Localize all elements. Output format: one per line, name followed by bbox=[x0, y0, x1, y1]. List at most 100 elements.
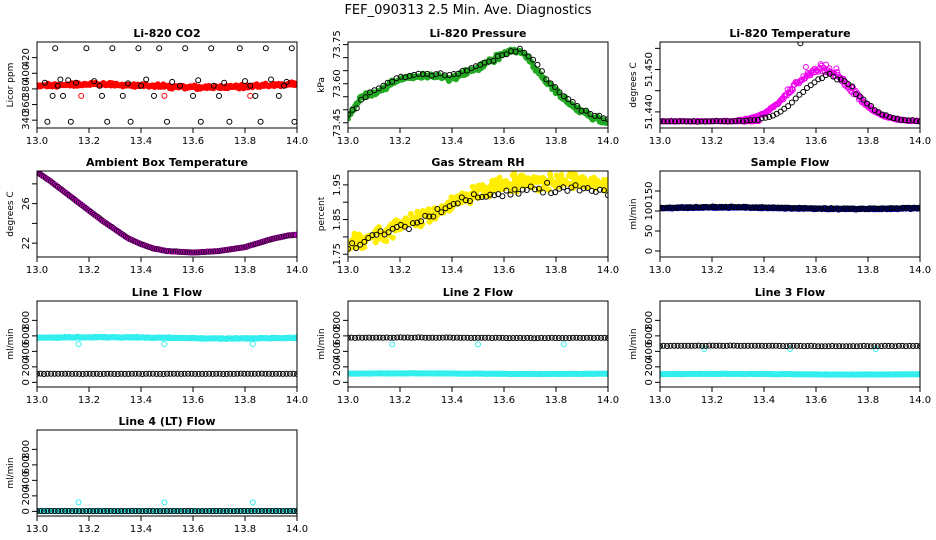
series-ambient-box bbox=[37, 171, 297, 256]
data-point bbox=[728, 118, 735, 125]
data-point bbox=[178, 370, 185, 377]
data-point bbox=[161, 92, 168, 99]
data-point bbox=[671, 342, 678, 349]
data-point bbox=[185, 370, 192, 377]
x-tick-label: 13.4 bbox=[130, 265, 152, 276]
data-point bbox=[291, 118, 297, 125]
data-point bbox=[917, 343, 920, 350]
data-point bbox=[788, 205, 795, 212]
data-point bbox=[287, 508, 293, 514]
data-point bbox=[125, 80, 131, 87]
data-point bbox=[276, 508, 283, 514]
x-tick-label: 13.8 bbox=[234, 136, 256, 147]
data-point bbox=[283, 508, 290, 514]
data-point bbox=[513, 335, 520, 341]
data-point bbox=[913, 205, 920, 211]
data-point bbox=[234, 508, 241, 514]
data-point bbox=[142, 508, 149, 514]
data-point bbox=[434, 206, 441, 212]
x-tick-label: 13.6 bbox=[805, 395, 827, 406]
data-point bbox=[578, 107, 585, 114]
data-point bbox=[583, 334, 590, 341]
data-point bbox=[894, 205, 900, 212]
data-point bbox=[703, 203, 710, 210]
y-tick-label: 0 bbox=[644, 248, 655, 254]
data-point bbox=[118, 370, 125, 377]
data-point bbox=[67, 118, 74, 125]
data-point bbox=[751, 117, 758, 124]
y-axis-label: degrees C bbox=[6, 191, 16, 236]
data-point bbox=[149, 370, 156, 377]
data-point bbox=[164, 118, 170, 125]
data-point bbox=[52, 45, 59, 52]
data-point bbox=[65, 370, 72, 377]
data-point bbox=[121, 370, 128, 377]
data-point bbox=[785, 204, 792, 211]
y-tick-label: 73.75 bbox=[332, 30, 343, 59]
data-point bbox=[164, 370, 170, 377]
panel-ambient: Ambient Box Temperature 13.0 13.2 13.4 13.6 1… bbox=[6, 156, 308, 276]
x-tick-label: 13.2 bbox=[389, 136, 411, 147]
data-point bbox=[41, 371, 47, 377]
data-point bbox=[104, 118, 111, 125]
data-point bbox=[190, 92, 196, 99]
panel-title: Li-820 CO2 bbox=[133, 27, 200, 40]
data-point bbox=[739, 204, 746, 211]
data-point bbox=[169, 78, 176, 85]
x-tick-label: 14.0 bbox=[597, 136, 619, 147]
x-tick-label: 13.6 bbox=[805, 265, 827, 276]
y-tick-label: 360 bbox=[21, 95, 32, 114]
data-point bbox=[255, 508, 262, 514]
data-point bbox=[510, 335, 517, 341]
data-point bbox=[680, 204, 686, 211]
y-tick-label: 1.95 bbox=[332, 174, 343, 196]
data-point bbox=[69, 508, 76, 515]
x-tick-label: 13.6 bbox=[493, 265, 515, 276]
data-point bbox=[216, 92, 222, 99]
data-point bbox=[475, 334, 481, 341]
data-point bbox=[359, 334, 366, 341]
plot-frame bbox=[659, 300, 921, 388]
y-tick-label: 800 bbox=[332, 311, 343, 330]
data-point bbox=[348, 111, 351, 118]
data-point bbox=[387, 334, 394, 341]
data-point bbox=[287, 370, 293, 377]
data-point bbox=[49, 92, 56, 99]
data-point bbox=[660, 118, 667, 125]
data-point bbox=[294, 80, 297, 87]
x-tick-label: 13.2 bbox=[389, 265, 411, 276]
data-point bbox=[747, 117, 754, 124]
data-point bbox=[749, 204, 756, 211]
data-point bbox=[895, 342, 902, 349]
series-line1-cyan-outliers bbox=[75, 341, 256, 347]
data-point bbox=[79, 371, 86, 377]
data-point bbox=[75, 499, 82, 506]
data-point bbox=[128, 370, 135, 377]
data-point bbox=[414, 219, 421, 226]
data-point bbox=[881, 342, 888, 349]
data-point bbox=[164, 508, 170, 514]
data-point bbox=[520, 335, 527, 342]
data-point bbox=[353, 245, 360, 252]
data-point bbox=[114, 371, 121, 377]
data-point bbox=[732, 118, 739, 124]
data-point bbox=[800, 89, 807, 95]
data-point bbox=[83, 508, 90, 514]
data-point bbox=[871, 343, 878, 350]
data-point bbox=[766, 114, 773, 120]
data-point bbox=[861, 205, 868, 212]
data-point bbox=[58, 370, 65, 377]
data-point bbox=[171, 508, 177, 514]
y-tick-label: 51.440 bbox=[644, 94, 655, 129]
data-point bbox=[874, 343, 881, 350]
data-point bbox=[241, 508, 248, 514]
x-tick-label: 13.0 bbox=[26, 395, 48, 406]
x-tick-label: 13.4 bbox=[441, 136, 463, 147]
y-axis-label: degrees C bbox=[629, 62, 639, 107]
data-point bbox=[135, 508, 142, 514]
data-point bbox=[44, 370, 51, 377]
data-point bbox=[262, 370, 269, 377]
x-tick-label: 13.6 bbox=[182, 395, 204, 406]
data-point bbox=[125, 508, 132, 515]
y-tick-label: 50 bbox=[644, 225, 655, 238]
